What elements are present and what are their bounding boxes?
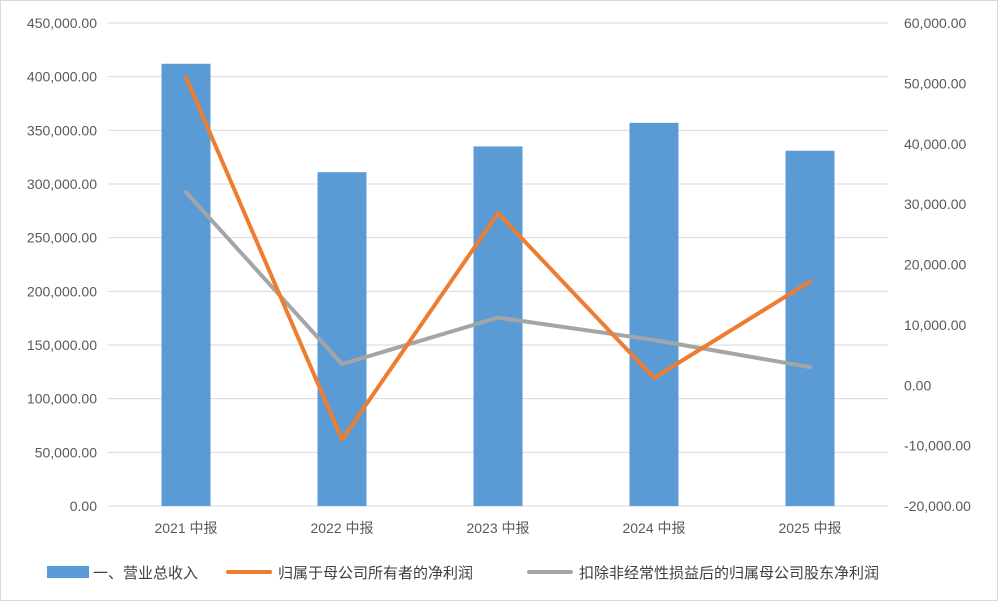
revenue-bar	[629, 122, 679, 506]
y-right-tick-label: -10,000.00	[904, 438, 971, 454]
y-right-tick-label: 0.00	[904, 377, 931, 393]
y-right-tick-label: 30,000.00	[904, 196, 966, 212]
y-left-tick-label: 300,000.00	[27, 176, 97, 192]
x-tick-label: 2023 中报	[466, 520, 529, 536]
y-right-tick-label: 50,000.00	[904, 75, 966, 91]
y-left-tick-label: 350,000.00	[27, 122, 97, 138]
y-left-tick-label: 200,000.00	[27, 283, 97, 299]
y-left-tick-label: 50,000.00	[35, 444, 97, 460]
legend-swatch-revenue	[47, 566, 89, 578]
y-right-tick-label: 20,000.00	[904, 257, 966, 273]
legend-label-net-profit: 归属于母公司所有者的净利润	[278, 564, 473, 582]
x-tick-label: 2025 中报	[778, 520, 841, 536]
x-tick-label: 2022 中报	[310, 520, 373, 536]
revenue-bar	[785, 150, 835, 506]
y-right-tick-label: -20,000.00	[904, 498, 971, 514]
y-right-tick-label: 60,000.00	[904, 15, 966, 31]
legend-label-revenue: 一、营业总收入	[93, 564, 198, 582]
y-left-tick-label: 0.00	[70, 498, 97, 514]
y-left-tick-label: 150,000.00	[27, 337, 97, 353]
legend-label-deducted-net-profit: 扣除非经常性损益后的归属母公司股东净利润	[579, 564, 879, 582]
y-right-tick-label: 40,000.00	[904, 136, 966, 152]
x-tick-label: 2021 中报	[154, 520, 217, 536]
y-left-tick-label: 450,000.00	[27, 15, 97, 31]
y-left-tick-label: 250,000.00	[27, 230, 97, 246]
revenue-bar	[317, 172, 367, 506]
y-right-tick-label: 10,000.00	[904, 317, 966, 333]
revenue-bar	[473, 146, 523, 506]
revenue-bar	[161, 63, 211, 506]
y-left-tick-label: 100,000.00	[27, 391, 97, 407]
x-tick-label: 2024 中报	[622, 520, 685, 536]
y-left-tick-label: 400,000.00	[27, 69, 97, 85]
